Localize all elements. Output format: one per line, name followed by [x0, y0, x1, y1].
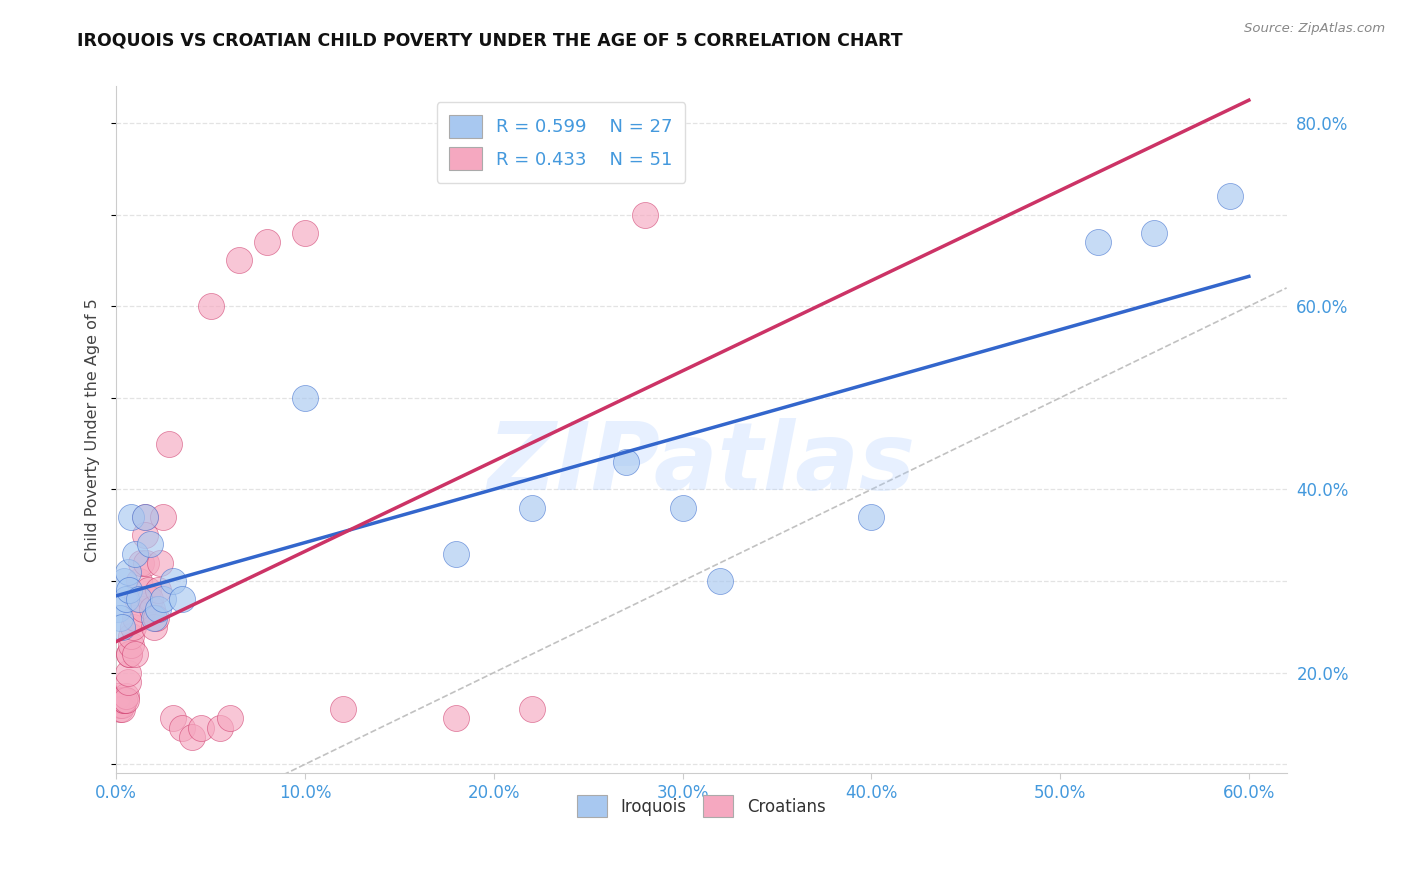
Point — [120, 638, 142, 652]
Point — [124, 547, 146, 561]
Point — [180, 730, 202, 744]
Point — [139, 592, 162, 607]
Point — [135, 556, 157, 570]
Point — [114, 693, 136, 707]
Point — [122, 620, 145, 634]
Point — [228, 253, 250, 268]
Point — [117, 665, 139, 680]
Point — [118, 648, 141, 662]
Point — [139, 537, 162, 551]
Point — [131, 601, 153, 615]
Point — [118, 648, 141, 662]
Point — [444, 547, 467, 561]
Point — [157, 436, 180, 450]
Point — [124, 648, 146, 662]
Point — [138, 583, 160, 598]
Point — [125, 592, 148, 607]
Point — [114, 689, 136, 703]
Point — [146, 601, 169, 615]
Point — [107, 693, 129, 707]
Point — [634, 208, 657, 222]
Point — [145, 610, 167, 624]
Point — [294, 391, 316, 405]
Point — [107, 689, 129, 703]
Y-axis label: Child Poverty Under the Age of 5: Child Poverty Under the Age of 5 — [86, 298, 100, 562]
Point — [128, 592, 150, 607]
Point — [1219, 189, 1241, 203]
Point — [218, 711, 240, 725]
Text: Source: ZipAtlas.com: Source: ZipAtlas.com — [1244, 22, 1385, 36]
Point — [111, 698, 134, 712]
Point — [117, 674, 139, 689]
Point — [120, 510, 142, 524]
Point — [444, 711, 467, 725]
Text: IROQUOIS VS CROATIAN CHILD POVERTY UNDER THE AGE OF 5 CORRELATION CHART: IROQUOIS VS CROATIAN CHILD POVERTY UNDER… — [77, 31, 903, 49]
Point — [671, 500, 693, 515]
Point — [256, 235, 278, 249]
Point — [107, 601, 129, 615]
Point — [200, 299, 222, 313]
Point — [117, 565, 139, 579]
Legend: Iroquois, Croatians: Iroquois, Croatians — [571, 789, 832, 823]
Point — [1087, 235, 1109, 249]
Point — [520, 500, 543, 515]
Point — [294, 226, 316, 240]
Point — [112, 574, 135, 588]
Point — [614, 455, 637, 469]
Point — [111, 702, 134, 716]
Point — [112, 693, 135, 707]
Point — [146, 583, 169, 598]
Point — [128, 574, 150, 588]
Point — [520, 702, 543, 716]
Point — [108, 702, 131, 716]
Point — [118, 583, 141, 598]
Point — [209, 721, 232, 735]
Point — [124, 610, 146, 624]
Point — [709, 574, 731, 588]
Point — [129, 556, 152, 570]
Point — [112, 693, 135, 707]
Point — [111, 620, 134, 634]
Point — [141, 601, 163, 615]
Text: ZIPatlas: ZIPatlas — [488, 418, 915, 510]
Point — [134, 528, 156, 542]
Point — [172, 592, 194, 607]
Point — [134, 510, 156, 524]
Point — [1143, 226, 1166, 240]
Point — [108, 698, 131, 712]
Point — [107, 693, 129, 707]
Point — [143, 620, 166, 634]
Point — [114, 592, 136, 607]
Point — [120, 629, 142, 643]
Point — [111, 693, 134, 707]
Point — [172, 721, 194, 735]
Point — [190, 721, 212, 735]
Point — [162, 574, 184, 588]
Point — [149, 556, 172, 570]
Point — [108, 610, 131, 624]
Point — [152, 510, 174, 524]
Point — [860, 510, 883, 524]
Point — [152, 592, 174, 607]
Point — [134, 510, 156, 524]
Point — [143, 610, 166, 624]
Point — [162, 711, 184, 725]
Point — [332, 702, 354, 716]
